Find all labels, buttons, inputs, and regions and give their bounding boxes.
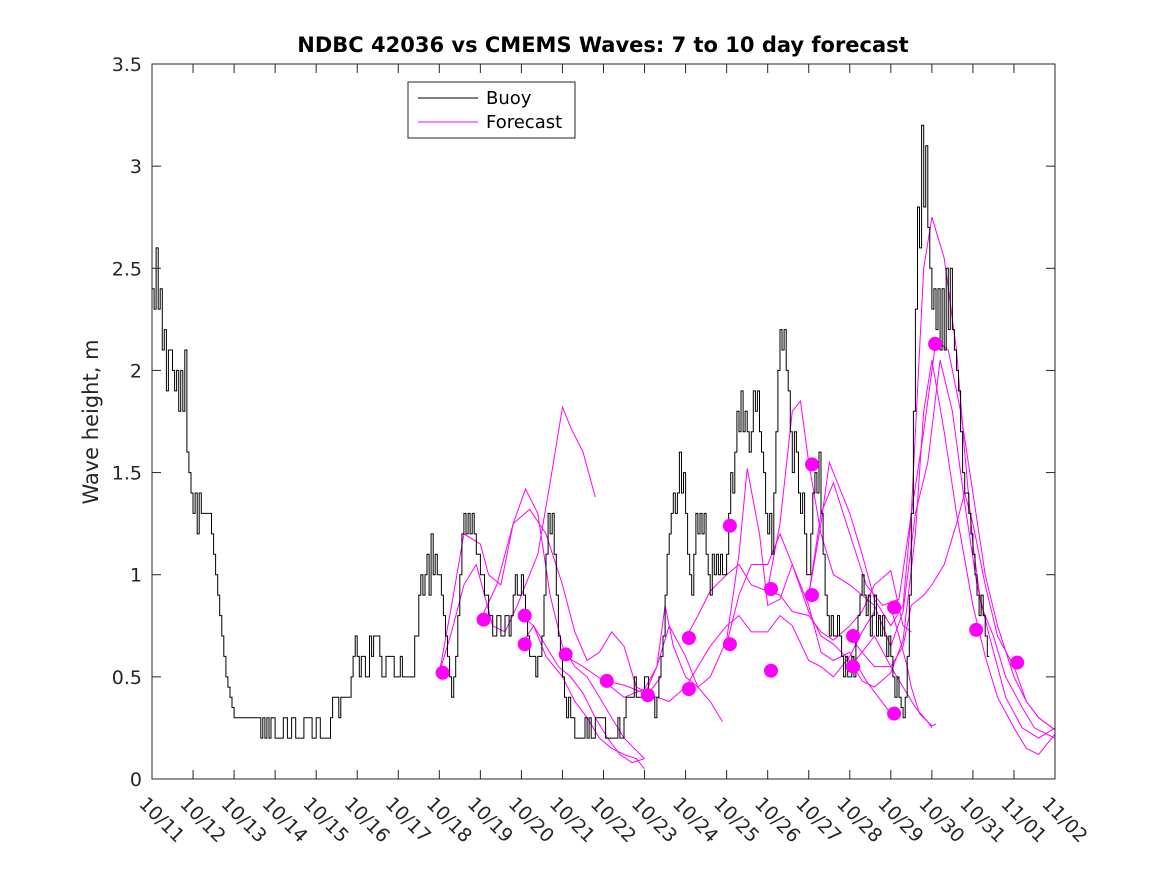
forecast-line-2 [479,508,662,694]
forecast-line-8 [685,563,912,641]
forecast-line-10 [767,360,1055,739]
forecast-marker-6 [640,688,655,703]
x-tick-label-5: 10/16 [340,793,394,847]
legend-buoy-label: Buoy [486,88,532,109]
x-tick-label-19: 10/30 [914,793,968,847]
axes-frame [151,63,1056,780]
forecast-line-11 [808,217,1055,739]
forecast-marker-14 [805,588,819,603]
forecast-marker-21 [1010,655,1025,670]
forecast-marker-9 [722,518,737,533]
plot-area [152,124,1055,770]
forecast-marker-8 [681,682,696,697]
x-tick-label-6: 10/17 [381,793,435,847]
forecast-marker-12 [764,663,778,678]
forecast-marker-7 [681,631,696,645]
forecast-line-0 [438,405,596,673]
forecast-marker-19 [928,336,943,351]
y-tick-label-6: 3 [130,156,142,178]
y-tick-label-3: 1.5 [112,463,142,485]
forecast-marker-17 [887,600,902,615]
forecast-line-7 [644,468,892,714]
buoy-line [152,124,990,739]
x-tick-label-7: 10/18 [422,793,476,847]
forecast-marker-4 [558,647,573,662]
x-tick-label-1: 10/12 [176,793,230,847]
x-tick-label-11: 10/22 [586,793,640,847]
x-tick-label-8: 10/19 [463,793,517,847]
y-tick-label-0: 0 [130,769,142,791]
y-tick-label-5: 2.5 [112,258,142,280]
y-tick-label-2: 1 [130,565,142,587]
forecast-marker-1 [476,612,491,627]
x-tick-label-12: 10/23 [627,793,681,847]
forecast-marker-5 [599,673,614,688]
forecast-line-14 [890,607,937,727]
forecast-marker-3 [517,637,532,652]
x-tick-label-18: 10/29 [873,793,927,847]
forecast-line-13 [849,491,1055,731]
x-tick-label-20: 10/31 [955,793,1009,847]
x-tick-label-2: 10/13 [217,793,271,847]
x-tick-label-13: 10/24 [668,793,722,847]
y-axis-label: Wave height, m [79,339,103,504]
forecast-line-5 [562,605,723,723]
forecast-line-1 [438,487,645,759]
x-tick-label-10: 10/21 [545,793,599,847]
forecast-marker-16 [846,659,861,674]
legend: Buoy Forecast [407,81,576,139]
forecast-line-9 [726,360,1055,756]
x-tick-label-15: 10/26 [750,793,804,847]
x-tick-label-16: 10/27 [791,793,845,847]
x-tick-label-4: 10/15 [299,793,353,847]
y-tick-label-1: 0.5 [112,667,142,689]
forecast-marker-20 [969,622,984,637]
y-tick-label-7: 3.5 [112,54,142,76]
chart-title: NDBC 42036 vs CMEMS Waves: 7 to 10 day f… [297,33,908,57]
y-tick-label-4: 2 [130,360,142,382]
x-tick-label-21: 11/01 [996,793,1050,847]
forecast-marker-2 [517,608,532,623]
x-tick-label-17: 10/28 [832,793,886,847]
forecast-marker-13 [805,457,819,472]
forecast-marker-15 [846,629,861,643]
x-tick-label-0: 10/11 [134,793,188,847]
forecast-marker-11 [764,582,778,596]
x-tick-label-14: 10/25 [709,793,763,847]
forecast-marker-0 [435,665,450,680]
forecast-line-6 [603,611,875,702]
legend-forecast-label: Forecast [486,112,562,133]
forecast-marker-10 [722,637,737,652]
legend-box [407,81,576,139]
x-tick-label-3: 10/14 [258,793,312,847]
forecast-marker-18 [887,706,902,721]
x-tick-label-9: 10/20 [504,793,558,847]
x-tick-label-22: 11/02 [1037,793,1091,847]
